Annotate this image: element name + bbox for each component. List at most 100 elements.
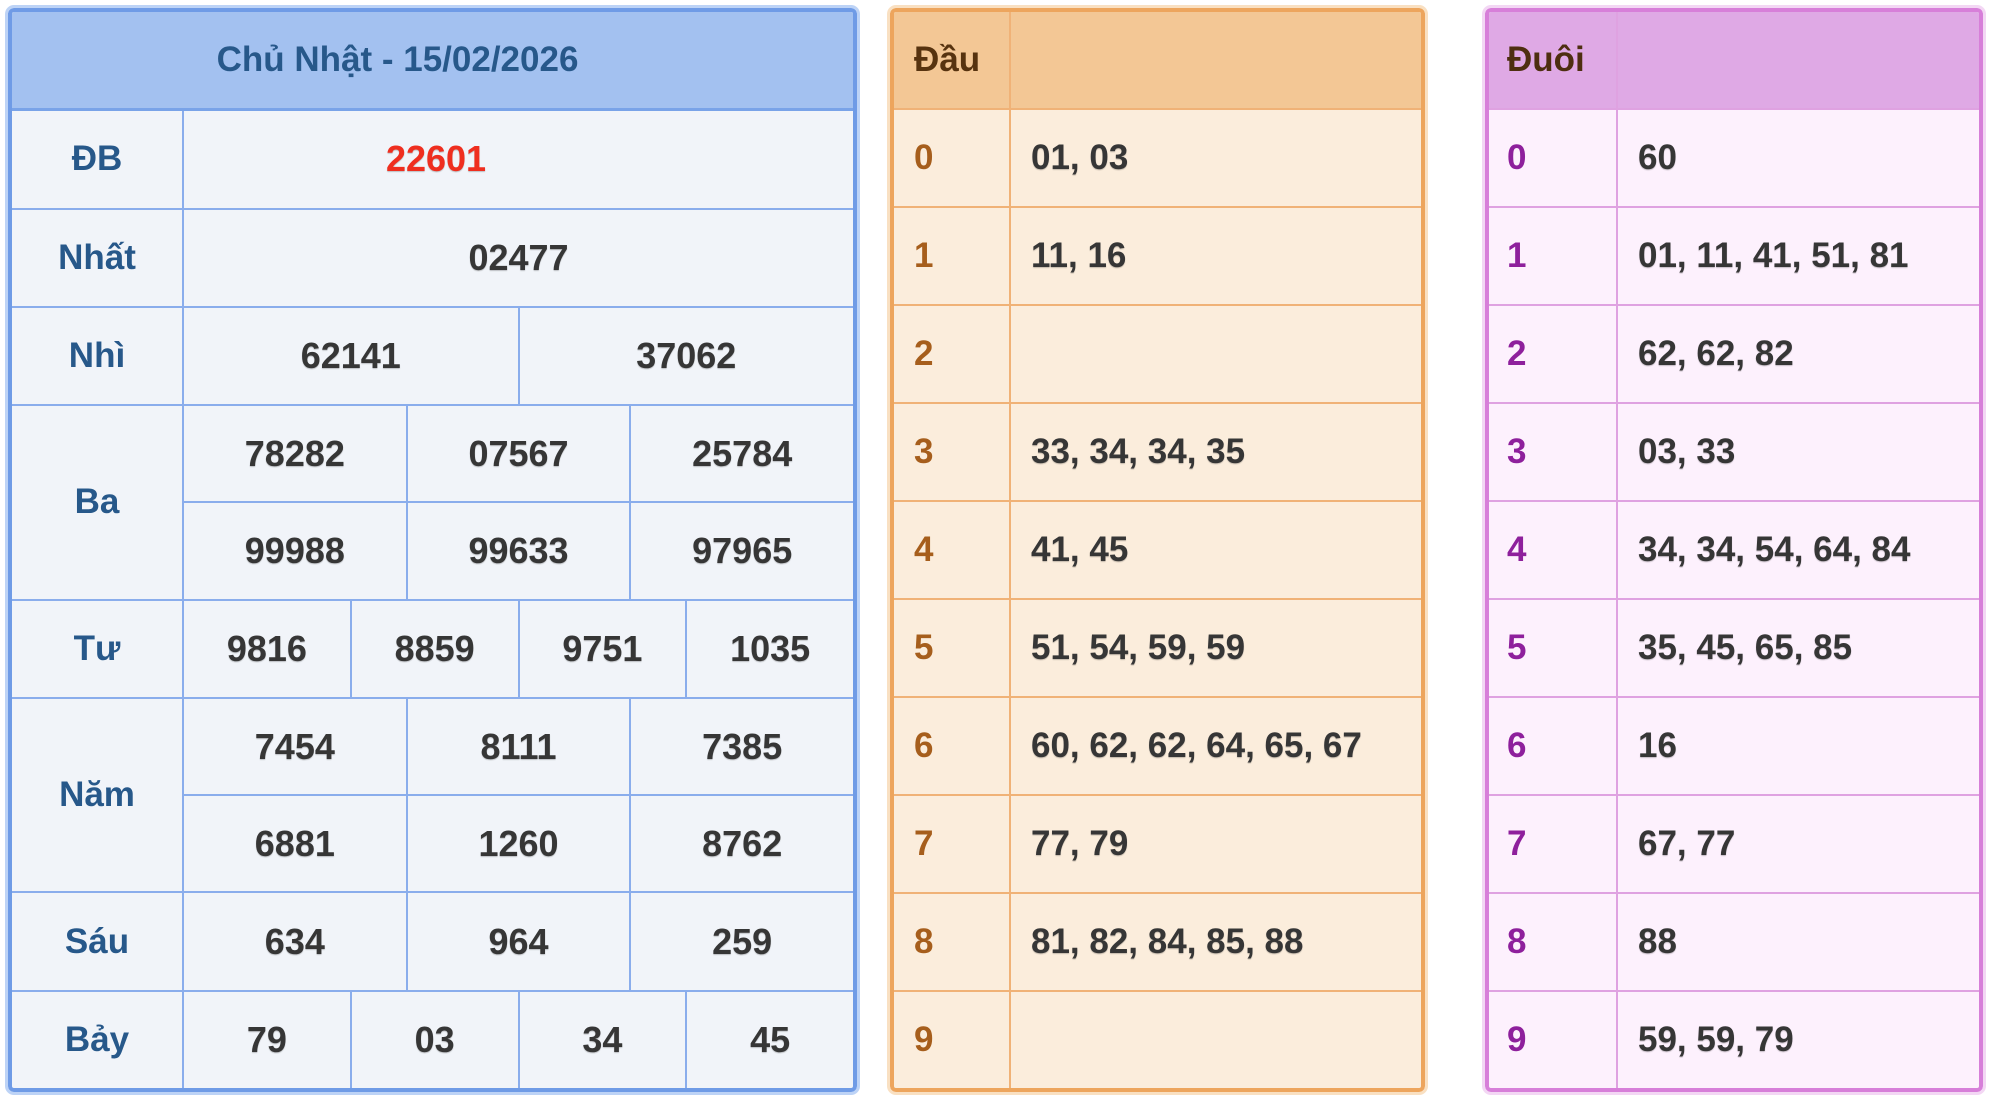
digit-cell: 4 [1489,502,1618,598]
prize-value: 25784 [629,406,853,502]
duoi-header-empty-cell [1618,12,1979,108]
prize-label-nhat: Nhất [58,237,136,277]
numbers-cell: 41, 45 [1031,530,1129,569]
numbers-cell: 51, 54, 59, 59 [1031,628,1246,667]
prize-value: 8859 [349,600,518,697]
duoi-row-9: 9 59, 59, 79 [1489,990,1979,1088]
dau-row-4: 4 41, 45 [894,500,1421,598]
numbers-cell: 77, 79 [1031,824,1129,863]
dau-table: Đầu 0 01, 03 1 11, 16 2 3 33, 34, 34, 35… [887,5,1428,1095]
prize-subrow: 99988 99633 97965 [184,501,853,599]
dau-row-8: 8 81, 82, 84, 85, 88 [894,892,1421,990]
dau-row-9: 9 [894,990,1421,1088]
prize-label-db: ĐB [71,139,123,179]
prize-value: 34 [517,991,686,1088]
prize-label-tu: Tư [73,628,121,668]
digit-cell: 2 [1489,306,1618,402]
digit-cell: 7 [1489,796,1618,892]
special-prize-value: 22601 [385,138,487,180]
duoi-row-8: 8 88 [1489,892,1979,990]
duoi-row-5: 5 35, 45, 65, 85 [1489,598,1979,696]
prize-value: 8111 [405,698,630,795]
prize-label-nhi: Nhì [68,335,126,375]
prize-value: 99633 [405,503,630,599]
prize-subrow: 78282 07567 25784 [184,406,853,502]
numbers-cell: 01, 11, 41, 51, 81 [1638,236,1909,275]
numbers-cell [1011,992,1421,1088]
digit-cell: 4 [894,502,1011,598]
prize-values-bay: 79 03 34 45 [182,991,853,1088]
digit-cell: 5 [1489,600,1618,696]
duoi-row-4: 4 34, 34, 54, 64, 84 [1489,500,1979,598]
prize-value: 259 [629,893,853,990]
prize-row-bay: Bảy 79 03 34 45 [12,989,853,1088]
prize-subrow: 7454 8111 7385 [184,698,853,795]
digit-cell: 6 [894,698,1011,794]
numbers-cell: 01, 03 [1031,138,1129,177]
digit-cell: 3 [1489,404,1618,500]
prize-value: 6881 [254,822,335,864]
results-table: Chủ Nhật - 15/02/2026 ĐB 22601 Nhất 0247… [5,5,860,1095]
prize-row-tu: Tư 9816 8859 9751 1035 [12,598,853,697]
dau-header-row: Đầu [894,12,1421,108]
prize-row-nhi: Nhì 62141 37062 [12,305,853,405]
prize-value: 634 [264,920,325,962]
numbers-cell: 81, 82, 84, 85, 88 [1031,922,1304,961]
digit-cell: 5 [894,600,1011,696]
dau-row-7: 7 77, 79 [894,794,1421,892]
duoi-row-1: 1 01, 11, 41, 51, 81 [1489,206,1979,304]
digit-cell: 7 [894,796,1011,892]
numbers-cell: 03, 33 [1638,432,1736,471]
dau-row-1: 1 11, 16 [894,206,1421,304]
prize-values-sau: 634 964 259 [182,893,853,990]
digit-cell: 1 [1489,208,1618,304]
duoi-header-row: Đuôi [1489,12,1979,108]
duoi-row-3: 3 03, 33 [1489,402,1979,500]
digit-cell: 1 [894,208,1011,304]
prize-value: 1035 [685,600,853,697]
prize-values-ba: 78282 07567 25784 99988 99633 97965 [182,406,853,599]
numbers-cell: 88 [1638,922,1677,961]
prize-value: 8762 [629,796,853,892]
prize-row-sau: Sáu 634 964 259 [12,891,853,990]
duoi-header-cell: Đuôi [1489,12,1618,108]
dau-header-empty-cell [1011,12,1421,108]
prize-value: 07567 [405,406,630,502]
prize-value: 78282 [244,432,345,474]
prize-row-nam: Năm 7454 8111 7385 6881 1260 8762 [12,696,853,892]
digit-cell: 0 [1489,110,1618,206]
prize-value: 1260 [405,796,630,892]
date-header-label: Chủ Nhật - 15/02/2026 [216,40,579,80]
prize-label-ba: Ba [74,482,120,522]
numbers-cell: 59, 59, 79 [1638,1020,1794,1059]
prize-subrow: 6881 1260 8762 [184,794,853,892]
dau-header-cell: Đầu [894,12,1011,108]
numbers-cell: 62, 62, 82 [1638,334,1794,373]
digit-cell: 6 [1489,698,1618,794]
duoi-row-7: 7 67, 77 [1489,794,1979,892]
duoi-row-6: 6 16 [1489,696,1979,794]
prize-value: 964 [405,893,630,990]
prize-row-ba: Ba 78282 07567 25784 99988 99633 97965 [12,404,853,599]
dau-row-6: 6 60, 62, 62, 64, 65, 67 [894,696,1421,794]
dau-row-3: 3 33, 34, 34, 35 [894,402,1421,500]
numbers-cell: 11, 16 [1031,236,1127,275]
numbers-cell: 60 [1638,138,1677,177]
prize-value: 03 [349,991,518,1088]
prize-label-nam: Năm [59,775,135,815]
prize-value: 45 [685,991,853,1088]
prize-row-db: ĐB 22601 [12,111,853,208]
numbers-cell: 16 [1638,726,1677,765]
numbers-cell: 35, 45, 65, 85 [1638,628,1853,667]
prize-value: 7385 [629,698,853,795]
date-header: Chủ Nhật - 15/02/2026 [12,12,853,112]
prize-value: 7454 [254,725,335,767]
prize-values-db: 22601 [182,111,853,208]
duoi-row-2: 2 62, 62, 82 [1489,304,1979,402]
numbers-cell: 60, 62, 62, 64, 65, 67 [1031,726,1362,765]
dau-row-2: 2 [894,304,1421,402]
prize-value: 62141 [300,334,401,376]
prize-values-tu: 9816 8859 9751 1035 [182,600,853,697]
digit-cell: 9 [894,992,1011,1088]
